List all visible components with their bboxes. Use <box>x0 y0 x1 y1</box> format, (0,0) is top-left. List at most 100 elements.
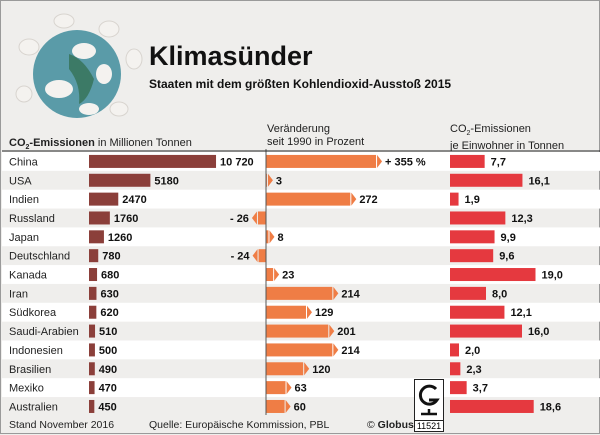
graphic-number: 11521 <box>415 420 443 431</box>
label-per-capita: 1,9 <box>465 194 480 206</box>
label-per-capita: 2,0 <box>465 345 480 357</box>
category-label: Iran <box>9 288 28 300</box>
bar-total <box>89 249 99 263</box>
category-label: Japan <box>9 232 39 244</box>
label-total: 680 <box>101 270 119 282</box>
arrow-down-change <box>251 211 257 225</box>
globus-g-icon <box>418 384 440 416</box>
bar-change <box>266 381 286 395</box>
label-total: 500 <box>99 345 117 357</box>
bar-per-capita <box>450 268 536 282</box>
bar-change <box>258 249 266 263</box>
category-label: Australien <box>9 401 58 413</box>
label-change: 272 <box>359 194 377 206</box>
bar-change <box>266 399 285 413</box>
arrow-up-change <box>333 343 339 357</box>
label-change: 201 <box>337 326 355 338</box>
page-title: Klimasünder <box>149 41 313 71</box>
label-per-capita: 18,6 <box>540 401 561 413</box>
bar-total <box>89 230 104 244</box>
bar-total <box>89 173 151 187</box>
label-per-capita: 2,3 <box>466 364 481 376</box>
bar-per-capita <box>450 230 495 244</box>
arrow-up-change <box>286 381 292 395</box>
category-label: Kanada <box>9 270 48 282</box>
label-total: 470 <box>99 383 117 395</box>
label-change: - 24 <box>231 251 251 263</box>
label-per-capita: 8,0 <box>492 288 507 300</box>
label-total: 510 <box>99 326 117 338</box>
label-change: 214 <box>341 288 360 300</box>
label-total: 1260 <box>108 232 132 244</box>
page-subtitle: Staaten mit dem größten Kohlendioxid-Aus… <box>149 77 452 91</box>
label-change: 63 <box>295 383 307 395</box>
label-total: 780 <box>102 251 120 263</box>
label-per-capita: 12,3 <box>511 213 532 225</box>
globus-logo: 11521 <box>414 379 444 432</box>
category-label: Brasilien <box>9 364 51 376</box>
bar-change <box>266 268 274 282</box>
label-change: 214 <box>341 345 360 357</box>
category-label: Mexiko <box>9 383 44 395</box>
bar-change <box>266 324 329 338</box>
label-per-capita: 16,1 <box>528 175 549 187</box>
footer-date: Stand November 2016 <box>9 419 115 431</box>
bar-total <box>89 268 98 282</box>
arrow-up-change <box>267 173 273 187</box>
label-total: 5180 <box>154 175 178 187</box>
bar-total <box>89 381 95 395</box>
bar-total <box>89 343 95 357</box>
bar-total <box>89 324 96 338</box>
label-change: 129 <box>315 307 333 319</box>
label-total: 2470 <box>122 194 146 206</box>
category-label: Deutschland <box>9 251 70 263</box>
arrow-up-change <box>285 399 291 413</box>
arrow-up-change <box>306 305 312 319</box>
bar-per-capita <box>450 249 494 263</box>
bar-total <box>89 154 217 168</box>
header-per-capita: CO2-Emissionen je Einwohner in Tonnen <box>450 123 565 153</box>
bar-per-capita <box>450 324 522 338</box>
bar-total <box>89 192 119 206</box>
arrow-up-change <box>274 268 280 282</box>
header-change: Veränderung seit 1990 in Prozent <box>267 123 365 148</box>
label-total: 620 <box>100 307 118 319</box>
bar-change <box>266 192 351 206</box>
bar-per-capita <box>450 173 523 187</box>
bar-per-capita <box>450 192 459 206</box>
label-total: 10 720 <box>220 156 254 168</box>
category-label: USA <box>9 175 32 187</box>
arrow-up-change <box>351 192 357 206</box>
category-label: Indonesien <box>9 345 63 357</box>
label-per-capita: 16,0 <box>528 326 549 338</box>
globe-illustration <box>15 13 143 118</box>
label-total: 450 <box>98 401 116 413</box>
category-label: Indien <box>9 194 39 206</box>
label-per-capita: 7,7 <box>491 156 506 168</box>
bar-total <box>89 362 95 376</box>
bar-per-capita <box>450 399 534 413</box>
bar-per-capita <box>450 381 467 395</box>
bar-change <box>266 362 304 376</box>
footer-source: Quelle: Europäische Kommission, PBL <box>149 419 330 431</box>
bar-per-capita <box>450 343 459 357</box>
label-change: + 355 % <box>385 156 426 168</box>
label-total: 630 <box>100 288 118 300</box>
bar-per-capita <box>450 286 486 300</box>
bar-total <box>89 305 97 319</box>
header-total-emissions: CO2-Emissionen in Millionen Tonnen <box>9 137 192 152</box>
arrow-up-change <box>329 324 335 338</box>
label-change: 120 <box>312 364 330 376</box>
bar-change <box>266 286 333 300</box>
label-total: 490 <box>99 364 117 376</box>
label-per-capita: 9,9 <box>501 232 516 244</box>
bar-per-capita <box>450 305 505 319</box>
arrow-up-change <box>304 362 310 376</box>
label-total: 1760 <box>114 213 138 225</box>
category-label: China <box>9 156 39 168</box>
label-per-capita: 3,7 <box>473 383 488 395</box>
label-per-capita: 9,6 <box>499 251 514 263</box>
label-change: - 26 <box>230 213 249 225</box>
arrow-up-change <box>269 230 275 244</box>
